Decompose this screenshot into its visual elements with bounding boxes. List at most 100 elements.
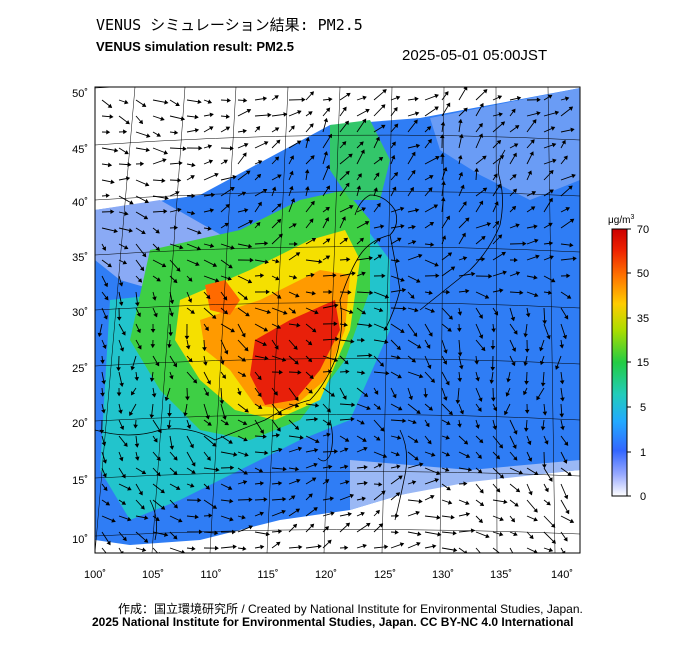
wind-arrow-head xyxy=(186,424,192,430)
wind-arrow-head xyxy=(330,511,335,516)
wind-arrow-head xyxy=(314,309,319,315)
wind-arrow-head xyxy=(275,433,281,438)
wind-arrow-head xyxy=(563,155,568,160)
wind-arrow-head xyxy=(248,220,254,225)
wind-arrow-head xyxy=(395,95,401,101)
wind-arrow-head xyxy=(265,531,270,537)
wind-arrow-head xyxy=(484,294,490,299)
wind-arrow-head xyxy=(502,270,507,276)
wind-arrow-head xyxy=(314,416,319,422)
wind-arrow-head xyxy=(259,481,265,486)
wind-arrow-head xyxy=(361,310,367,315)
wind-arrow-head xyxy=(346,257,351,262)
wind-arrow-head xyxy=(229,498,234,504)
wind-arrow-head xyxy=(347,512,352,517)
wind-arrow-head xyxy=(419,462,424,467)
wind-arrow-head xyxy=(495,487,501,493)
wind-arrow-head xyxy=(315,402,320,408)
wind-arrow-head xyxy=(179,244,184,250)
wind-arrow-head xyxy=(276,294,282,299)
wind-arrow-head xyxy=(209,208,215,213)
wind-arrow-head xyxy=(493,173,498,179)
wind-arrow-head xyxy=(155,361,160,367)
wind-arrow-head xyxy=(518,470,524,475)
wind-arrow-head xyxy=(365,522,371,527)
wind-arrow-head xyxy=(281,509,286,515)
wind-arrow-head xyxy=(222,415,227,421)
wind-arrow-head xyxy=(548,290,553,295)
wind-arrow-head xyxy=(248,497,253,503)
wind-arrow-head xyxy=(118,409,123,415)
wind-arrow-head xyxy=(458,171,463,177)
wind-arrow-head xyxy=(495,454,501,460)
wind-arrow-head xyxy=(499,288,504,293)
wind-arrow-head xyxy=(369,290,374,296)
wind-arrow-head xyxy=(181,549,186,553)
wind-arrow-head xyxy=(281,357,287,362)
wind-arrow-head xyxy=(187,277,193,282)
wind-arrow-head xyxy=(227,485,233,490)
wind-arrow-head xyxy=(534,238,539,244)
wind-arrow-head xyxy=(311,328,317,333)
wind-arrow-head xyxy=(345,170,350,176)
wind-arrow-head xyxy=(477,454,482,459)
wind-arrow-head xyxy=(225,114,230,119)
wind-arrow-head xyxy=(501,251,506,257)
wind-arrow-head xyxy=(384,544,389,550)
wind-arrow-head xyxy=(376,237,381,242)
wind-arrow-head xyxy=(187,298,193,303)
wind-arrow-head xyxy=(185,396,190,401)
wind-arrow-head xyxy=(259,511,265,517)
wind-arrow-head xyxy=(205,294,211,300)
wind-arrow-head xyxy=(145,147,150,153)
wind-arrow-head xyxy=(106,129,111,135)
wind-arrow-head xyxy=(257,375,262,381)
lon-tick-label: 120˚ xyxy=(315,569,337,581)
wind-arrow-head xyxy=(410,294,415,299)
wind-arrow-head xyxy=(462,256,468,261)
wind-arrow-head xyxy=(359,237,364,243)
wind-arrow-head xyxy=(349,493,355,499)
wind-arrow-head xyxy=(414,111,420,116)
wind-arrow-head xyxy=(232,174,237,180)
wind-arrow-head xyxy=(173,535,178,540)
wind-arrow-head xyxy=(506,378,511,383)
wind-arrow-head xyxy=(278,529,283,534)
wind-arrow-head xyxy=(411,151,416,157)
wind-arrow-head xyxy=(247,278,253,284)
wind-arrow-head xyxy=(177,207,182,213)
wind-arrow-head xyxy=(263,141,269,146)
wind-arrow-head xyxy=(224,222,230,227)
wind-arrow-head xyxy=(474,167,479,172)
wind-arrow-head xyxy=(475,424,480,429)
wind-arrow-head xyxy=(524,409,530,414)
wind-arrow-head xyxy=(294,425,300,430)
wind-arrow-head xyxy=(262,434,267,439)
wind-arrow-head xyxy=(190,483,195,488)
wind-arrow-head xyxy=(430,378,435,383)
wind-arrow-head xyxy=(533,275,538,280)
wind-arrow-head xyxy=(530,206,536,211)
wind-arrow-head xyxy=(539,360,545,366)
wind-arrow-head xyxy=(260,544,265,550)
wind-arrow-head xyxy=(102,473,107,478)
wind-arrow-head xyxy=(155,229,160,234)
wind-arrow-head xyxy=(485,533,490,539)
wind-arrow-head xyxy=(244,408,249,413)
wind-arrow-shaft xyxy=(560,547,565,553)
wind-arrow-head xyxy=(105,193,110,198)
wind-arrow-head xyxy=(511,205,517,211)
wind-arrow-head xyxy=(255,126,261,131)
lon-tick-label: 125˚ xyxy=(374,569,396,581)
wind-arrow-head xyxy=(523,427,529,432)
wind-arrow-head xyxy=(265,289,270,295)
wind-arrow-head xyxy=(489,379,495,384)
wind-arrow-head xyxy=(493,311,499,316)
wind-arrow-head xyxy=(363,464,368,470)
wind-arrow-head xyxy=(263,327,269,332)
wind-arrow-head xyxy=(395,451,401,457)
wind-arrow-head xyxy=(519,290,524,295)
wind-arrow-head xyxy=(381,273,386,279)
wind-arrow-head xyxy=(122,129,128,135)
wind-arrow-head xyxy=(536,97,541,103)
